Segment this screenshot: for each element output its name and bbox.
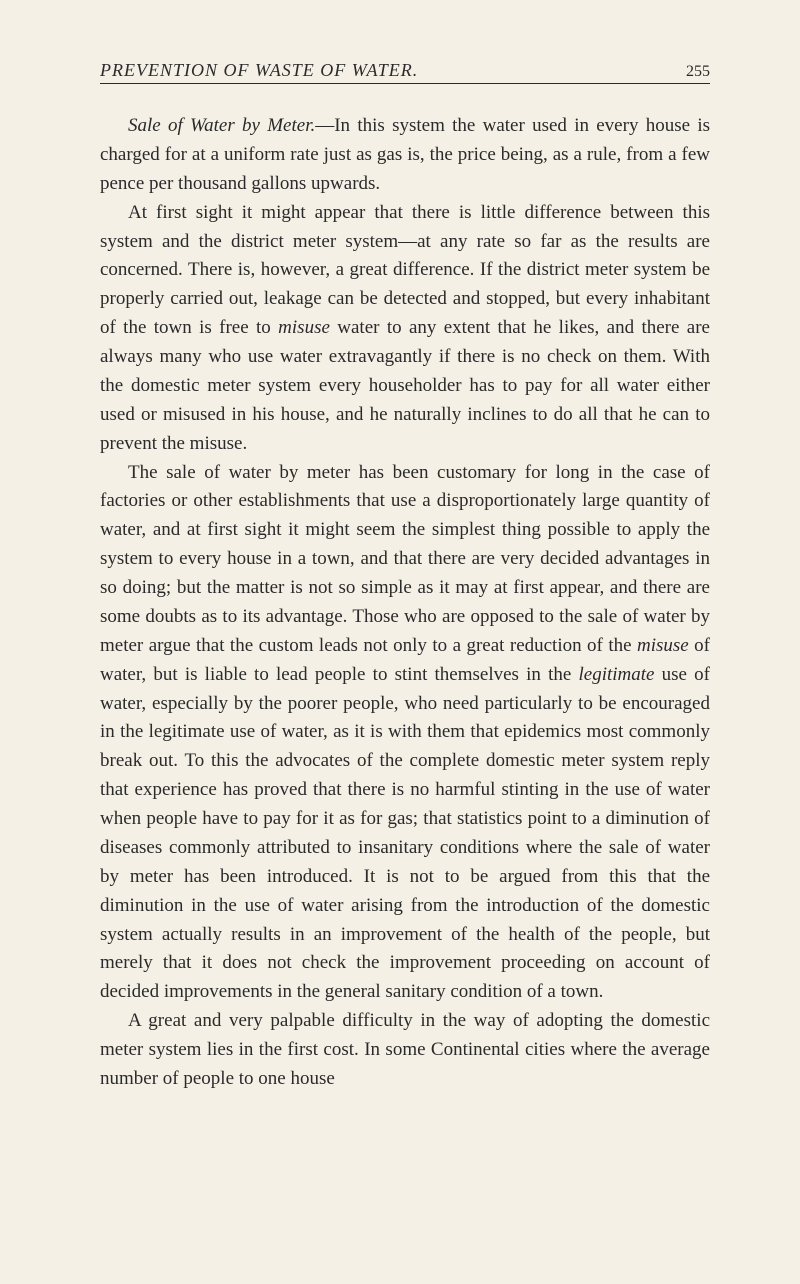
paragraph: Sale of Water by Meter.—In this system t… (100, 112, 710, 199)
page-header: PREVENTION OF WASTE OF WATER. 255 (100, 60, 710, 84)
paragraph: The sale of water by meter has been cust… (100, 459, 710, 1008)
body-text: Sale of Water by Meter.—In this system t… (100, 112, 710, 1094)
text-segment: legitimate (579, 664, 655, 685)
text-segment: A great and very palpable difficulty in … (100, 1010, 710, 1089)
document-page: PREVENTION OF WASTE OF WATER. 255 Sale o… (0, 0, 800, 1154)
page-number: 255 (686, 63, 710, 81)
text-segment: misuse (637, 635, 689, 656)
text-segment: Sale of Water by Meter. (128, 115, 315, 136)
text-segment: misuse (278, 317, 330, 338)
text-segment: use of water, especially by the poorer p… (100, 664, 710, 1003)
paragraph: A great and very palpable difficulty in … (100, 1007, 710, 1094)
paragraph: At first sight it might appear that ther… (100, 199, 710, 459)
text-segment: The sale of water by meter has been cust… (100, 462, 710, 656)
running-title: PREVENTION OF WASTE OF WATER. (100, 60, 418, 81)
